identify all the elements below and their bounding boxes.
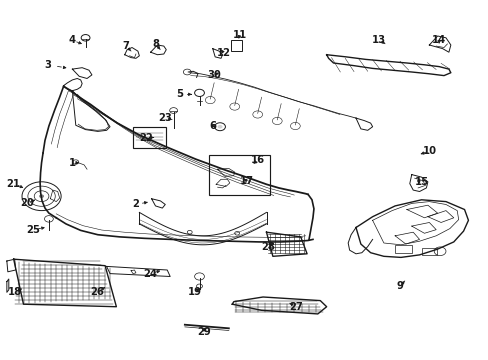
Text: 17: 17 xyxy=(240,176,253,186)
Text: 9: 9 xyxy=(396,281,403,291)
Text: 14: 14 xyxy=(431,35,446,45)
Text: 6: 6 xyxy=(209,121,216,131)
Circle shape xyxy=(217,125,222,129)
Text: 20: 20 xyxy=(20,198,34,208)
Text: 4: 4 xyxy=(69,35,76,45)
Bar xyxy=(209,155,270,195)
Bar xyxy=(394,245,411,253)
Text: 18: 18 xyxy=(8,287,21,297)
Text: 2: 2 xyxy=(132,199,139,210)
Text: 29: 29 xyxy=(197,327,211,337)
Text: 22: 22 xyxy=(139,132,152,143)
Text: 27: 27 xyxy=(288,302,302,312)
Text: 11: 11 xyxy=(232,30,246,40)
Circle shape xyxy=(39,194,44,198)
Text: 13: 13 xyxy=(371,35,385,45)
Bar xyxy=(421,248,436,255)
Text: 26: 26 xyxy=(90,287,103,297)
Text: 5: 5 xyxy=(176,89,183,99)
Text: 7: 7 xyxy=(122,41,129,51)
Text: 15: 15 xyxy=(414,177,427,187)
Text: 24: 24 xyxy=(143,269,157,279)
Text: 19: 19 xyxy=(187,287,201,297)
Text: 3: 3 xyxy=(44,60,51,70)
Text: 16: 16 xyxy=(251,155,264,165)
Text: 1: 1 xyxy=(69,158,76,168)
Text: 30: 30 xyxy=(207,70,221,80)
Text: 10: 10 xyxy=(422,146,435,156)
Bar xyxy=(230,40,241,51)
Text: 8: 8 xyxy=(152,39,159,49)
Text: 28: 28 xyxy=(261,242,274,252)
Text: 23: 23 xyxy=(158,113,172,123)
Bar xyxy=(133,127,166,148)
Text: 12: 12 xyxy=(217,48,230,58)
Text: 25: 25 xyxy=(26,225,40,235)
Text: 21: 21 xyxy=(7,179,20,189)
